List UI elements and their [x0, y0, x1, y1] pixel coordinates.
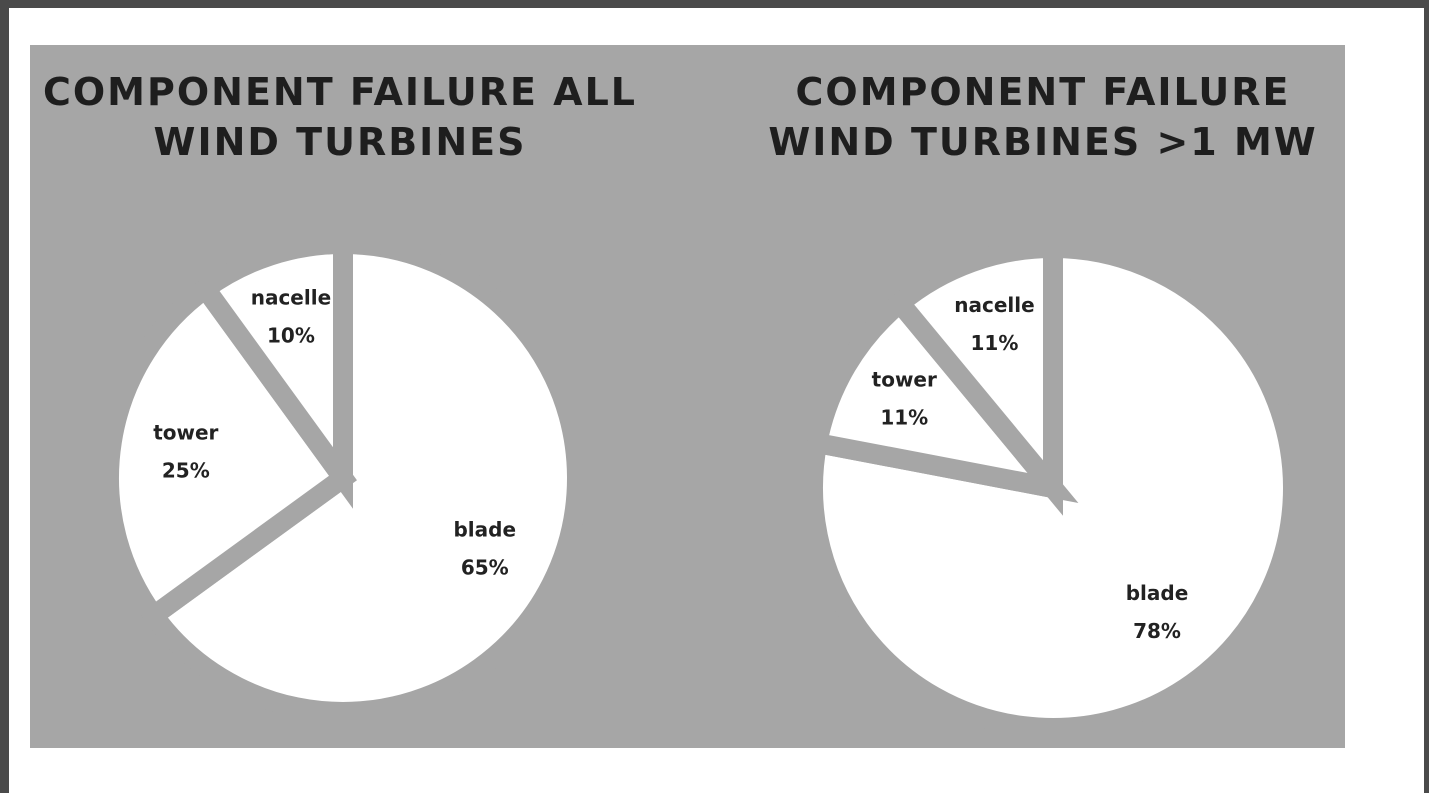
charts: blade 65% tower 25% nacelle 10% blade 78% tower 1… — [99, 233, 1303, 738]
slice-value-label: 65% — [461, 556, 509, 580]
slice-label: tower — [872, 368, 937, 392]
slice-label: blade — [1126, 581, 1189, 605]
chart-title: COMPONENT FAILURE ALL WIND TURBINES — [42, 70, 638, 164]
pie-slice — [191, 233, 353, 509]
slice-value-label: 78% — [1133, 619, 1181, 643]
slice-label: blade — [453, 518, 516, 542]
pie-slice — [885, 237, 1063, 516]
slice-value-label: 11% — [971, 331, 1019, 355]
pie-slice — [805, 288, 1079, 504]
pie-slice — [139, 233, 587, 722]
chart-title: COMPONENT FAILURE WIND TURBINES >1 MW — [768, 70, 1318, 164]
slice-value-label: 10% — [267, 323, 315, 347]
slice-value-label: 11% — [880, 406, 928, 430]
slice-label: tower — [153, 421, 218, 445]
slice-label: nacelle — [251, 285, 331, 309]
pie-slice — [99, 274, 357, 630]
slice-value-label: 25% — [162, 459, 210, 483]
slice-label: nacelle — [954, 293, 1034, 317]
chart-panel: COMPONENT FAILURE ALL WIND TURBINES COMP… — [30, 45, 1345, 748]
